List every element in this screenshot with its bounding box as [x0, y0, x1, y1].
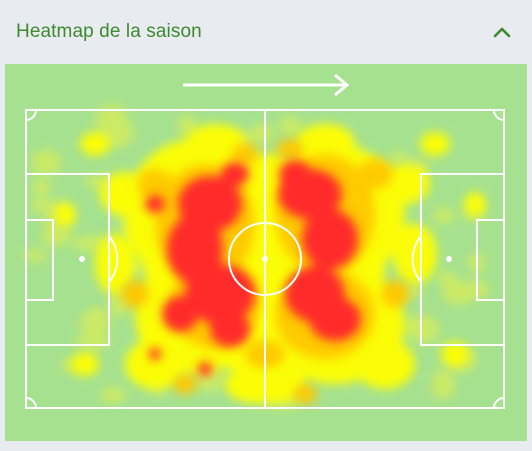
- corner-arc-tr: [493, 109, 505, 121]
- corner-arc-br: [493, 397, 505, 409]
- left-penalty-arc: [108, 235, 119, 283]
- left-penalty-spot: [79, 256, 85, 262]
- center-spot: [262, 256, 268, 262]
- right-goal-box: [476, 219, 505, 301]
- left-goal-box: [25, 219, 54, 301]
- center-circle: [228, 222, 302, 296]
- arrow-right-icon: [183, 73, 350, 97]
- corner-arc-bl: [25, 397, 37, 409]
- right-penalty-arc: [411, 235, 422, 283]
- panel-title: Heatmap de la saison: [16, 21, 202, 42]
- pitch-markings: [25, 109, 505, 409]
- heatmap-pitch: [5, 64, 527, 441]
- pitch-spots: [79, 256, 452, 262]
- right-penalty-spot: [446, 256, 452, 262]
- panel-header[interactable]: Heatmap de la saison: [0, 0, 532, 64]
- corner-arc-tl: [25, 109, 37, 121]
- chevron-up-icon[interactable]: [492, 22, 512, 42]
- heatmap-canvas: [22, 73, 505, 410]
- heat-layer: [22, 104, 489, 410]
